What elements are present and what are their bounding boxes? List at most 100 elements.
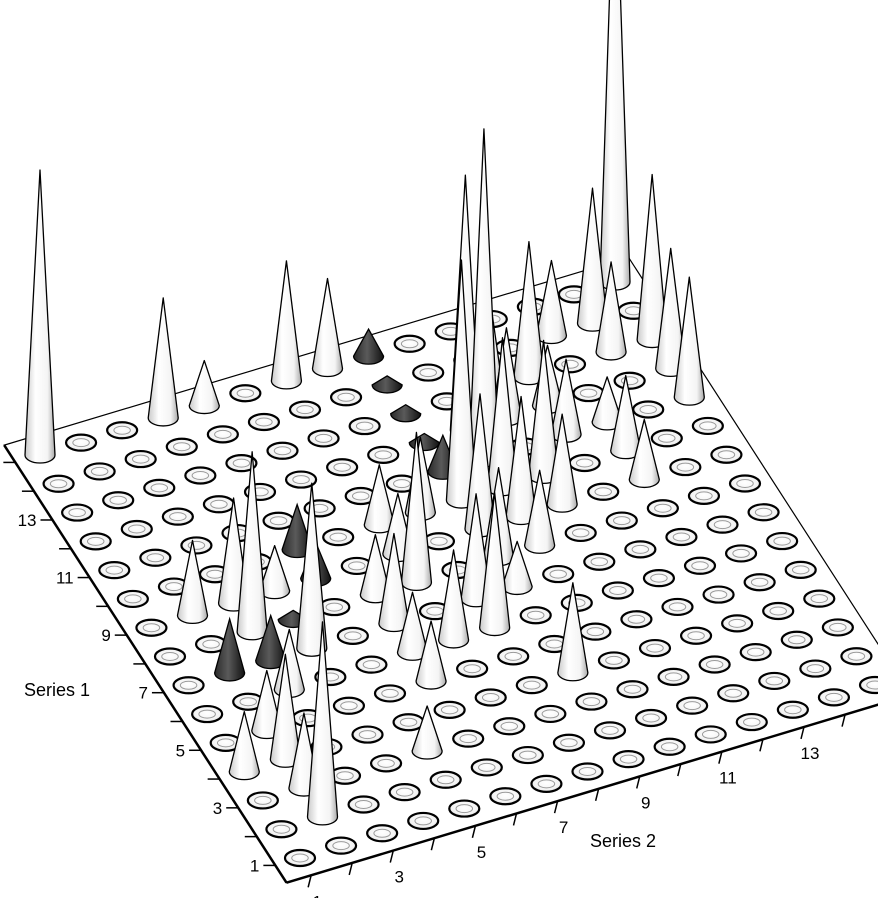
flat-disc bbox=[393, 334, 426, 353]
disc-inner bbox=[400, 339, 419, 349]
cone-mark bbox=[102, 491, 135, 510]
cone-mark bbox=[478, 491, 511, 637]
cone-mark bbox=[270, 260, 303, 390]
cone-mark bbox=[568, 453, 601, 473]
cone-mark bbox=[553, 355, 587, 374]
x-tick-label: 7 bbox=[559, 818, 568, 837]
disc-inner bbox=[169, 512, 187, 522]
disc-inner bbox=[142, 623, 161, 633]
cone-mark bbox=[758, 671, 791, 691]
disc-inner bbox=[866, 680, 878, 690]
cone-mark bbox=[385, 474, 418, 493]
flat-disc bbox=[624, 540, 657, 559]
cone-mark bbox=[172, 676, 205, 695]
disc-inner bbox=[113, 425, 131, 435]
disc-inner bbox=[754, 507, 773, 517]
disc-inner bbox=[478, 762, 496, 772]
disc-inner bbox=[582, 697, 601, 707]
flat-disc bbox=[388, 783, 421, 802]
flat-disc bbox=[116, 589, 149, 609]
cone-mark bbox=[247, 412, 281, 432]
flat-disc bbox=[102, 491, 135, 510]
flat-disc bbox=[657, 667, 690, 686]
disc-inner bbox=[273, 446, 292, 456]
flat-disc bbox=[366, 824, 399, 843]
flat-disc bbox=[247, 412, 281, 432]
x-tick bbox=[430, 838, 436, 851]
flat-disc bbox=[612, 750, 645, 769]
flat-disc bbox=[347, 795, 380, 814]
cone-mark bbox=[61, 503, 94, 522]
cone-mark bbox=[120, 519, 153, 539]
flat-disc bbox=[858, 675, 878, 695]
disc-inner bbox=[560, 738, 578, 748]
flat-disc bbox=[493, 717, 526, 736]
flat-disc bbox=[747, 503, 780, 522]
disc-inner bbox=[541, 709, 560, 719]
disc-inner bbox=[333, 462, 351, 472]
disc-inner bbox=[724, 688, 742, 698]
flat-disc bbox=[42, 474, 75, 493]
disc-inner bbox=[191, 471, 210, 480]
x-tick bbox=[718, 751, 723, 764]
flat-disc bbox=[683, 556, 717, 575]
cone-mark bbox=[632, 400, 665, 419]
x-tick bbox=[841, 714, 846, 727]
cone-mark bbox=[616, 680, 649, 699]
x-tick bbox=[348, 862, 353, 876]
disc-inner bbox=[329, 532, 347, 542]
disc-inner bbox=[187, 540, 206, 550]
flat-disc bbox=[840, 647, 873, 666]
cone-mark bbox=[542, 564, 575, 584]
flat-disc bbox=[367, 445, 400, 464]
x-tick-label: 3 bbox=[395, 868, 404, 887]
disc-inner bbox=[436, 775, 455, 785]
disc-inner bbox=[523, 680, 541, 690]
cone-mark bbox=[762, 601, 795, 621]
flat-disc bbox=[284, 470, 318, 489]
cone-mark bbox=[546, 413, 578, 513]
cone-mark bbox=[571, 762, 604, 781]
disc-inner bbox=[291, 853, 309, 863]
cone-mark bbox=[161, 507, 194, 526]
y-axis-label: Series 1 bbox=[24, 680, 90, 700]
cone-mark bbox=[557, 582, 589, 682]
disc-inner bbox=[619, 754, 638, 764]
flat-disc bbox=[83, 462, 116, 481]
flat-disc bbox=[172, 676, 205, 695]
flat-disc bbox=[572, 383, 605, 403]
disc-inner bbox=[601, 725, 619, 735]
disc-inner bbox=[746, 647, 765, 657]
cone-body bbox=[228, 710, 260, 781]
disc-inner bbox=[419, 368, 437, 378]
disc-inner bbox=[590, 557, 609, 567]
disc-inner bbox=[672, 532, 691, 542]
y-tick-label: 9 bbox=[101, 626, 110, 645]
cone-mark bbox=[803, 589, 836, 608]
flat-disc bbox=[225, 454, 258, 473]
disc-inner bbox=[519, 750, 537, 760]
flat-disc bbox=[679, 626, 713, 645]
cone-mark bbox=[497, 647, 530, 666]
disc-inner bbox=[358, 730, 377, 740]
disc-inner bbox=[332, 841, 350, 851]
cone-body bbox=[24, 169, 56, 464]
disc-inner bbox=[810, 594, 829, 604]
cone-mark bbox=[437, 549, 470, 649]
flat-disc bbox=[743, 573, 776, 592]
flat-disc bbox=[691, 416, 724, 436]
cone-mark bbox=[766, 531, 799, 551]
disc-inner bbox=[806, 664, 825, 674]
cone-mark bbox=[153, 647, 187, 666]
cone-mark bbox=[352, 327, 385, 365]
cone-body bbox=[311, 277, 344, 378]
cone-mark bbox=[367, 445, 400, 464]
cone-mark bbox=[624, 540, 657, 559]
cone-mark bbox=[288, 400, 322, 419]
flat-disc bbox=[650, 429, 683, 448]
cone-mark bbox=[283, 848, 317, 868]
dark-cone-body bbox=[213, 616, 246, 682]
cone-body bbox=[176, 539, 209, 624]
cone-mark bbox=[511, 745, 544, 765]
cone-mark bbox=[188, 359, 220, 415]
